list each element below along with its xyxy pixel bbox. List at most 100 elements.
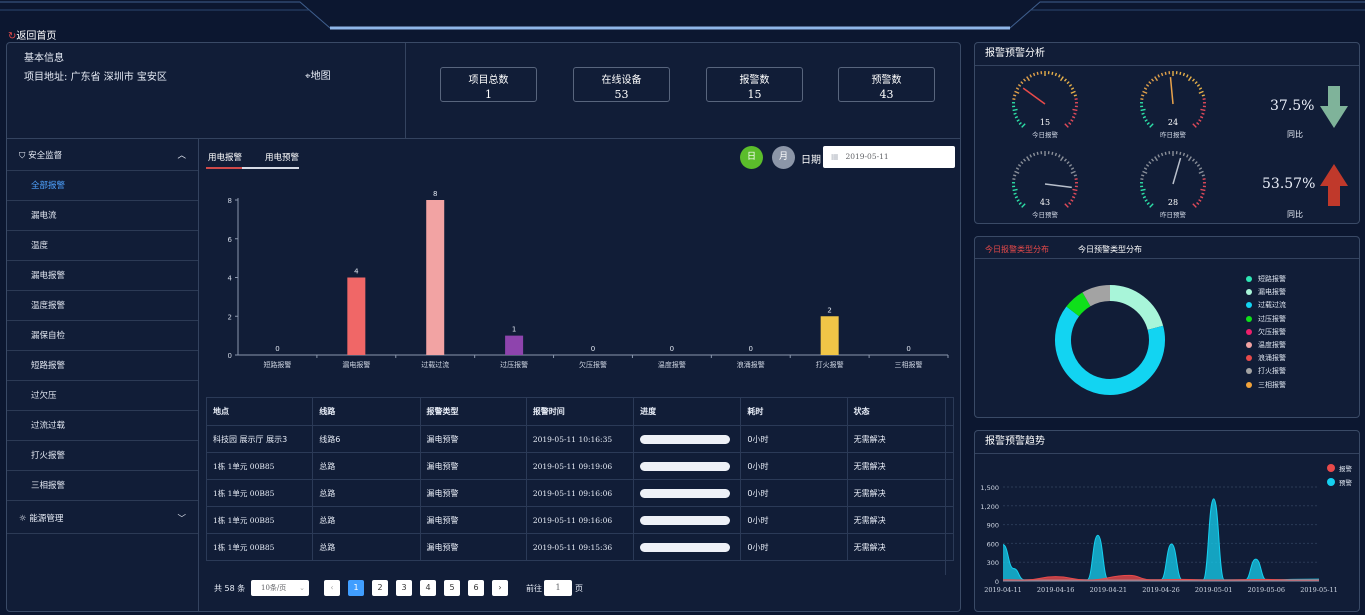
y-tick-label: 300 — [987, 559, 999, 567]
prev-page-button[interactable]: ‹ — [324, 580, 340, 596]
legend-item[interactable]: 漏电报警 — [1246, 286, 1286, 299]
gauge-tick — [1154, 76, 1159, 82]
gauge-tick — [1194, 161, 1198, 165]
legend-item[interactable]: 过压报警 — [1246, 313, 1286, 326]
legend-item[interactable]: 三相报警 — [1246, 379, 1286, 392]
back-home-link[interactable]: ↻返回首页 — [8, 31, 57, 42]
x-tick-label: 2019-05-06 — [1248, 586, 1285, 594]
sidebar-item-5[interactable]: 漏保自检 — [7, 322, 198, 351]
gauge-tick — [1198, 170, 1204, 174]
sidebar-item-3[interactable]: 漏电报警 — [7, 262, 198, 291]
chevron-up-icon: ︿ — [177, 151, 186, 161]
table-row[interactable]: 1栋 1单元 00B85 总路 漏电预警 2019-05-11 09:19:06 0小时… — [205, 452, 955, 480]
progress-bar — [640, 515, 731, 525]
month-button[interactable]: 月 — [772, 146, 795, 169]
gauge-value: 43 — [1040, 198, 1050, 207]
gauge-tick — [1017, 164, 1022, 167]
gauge-tick — [1160, 152, 1164, 157]
gauge-tick — [1066, 161, 1070, 165]
sidebar-item-7[interactable]: 过欠压 — [7, 382, 198, 411]
y-tick-label: 8 — [228, 197, 232, 205]
x-tick-label: 短路报警 — [263, 360, 291, 369]
page-button-6[interactable]: 6 — [468, 580, 484, 596]
sidebar-item-0[interactable]: 全部报警 — [7, 172, 198, 201]
legend-label: 报警 — [1339, 464, 1353, 473]
x-tick-label: 漏电报警 — [342, 360, 370, 369]
x-tick-label: 浪涌报警 — [737, 360, 765, 369]
gauge-tick — [1064, 123, 1069, 128]
dist-tab-warning[interactable]: 今日预警类型分布 — [1078, 245, 1142, 254]
stat-warning-count: 预警数 43 — [838, 67, 935, 102]
basic-info-title: 基本信息 — [24, 53, 64, 64]
progress-cell — [633, 452, 742, 480]
table-cell: 漏电预警 — [419, 506, 527, 534]
page-button-2[interactable]: 2 — [372, 580, 388, 596]
day-button[interactable]: 日 — [740, 146, 763, 169]
gauge-tick — [1182, 152, 1186, 157]
x-tick-label: 2019-04-16 — [1037, 586, 1074, 594]
page-button-3[interactable]: 3 — [396, 580, 412, 596]
legend-item[interactable]: 温度报警 — [1246, 339, 1286, 352]
gauge-tick — [1196, 164, 1201, 167]
gauge-tick — [1059, 156, 1064, 162]
y-tick-label: 1,200 — [980, 503, 999, 511]
next-page-button[interactable]: › — [492, 580, 508, 596]
page-button-4[interactable]: 4 — [420, 580, 436, 596]
progress-bar — [640, 542, 731, 552]
sidebar-section-safety[interactable]: ⛉ 安全监督 ︿ — [7, 141, 198, 171]
sidebar-item-8[interactable]: 过流过载 — [7, 412, 198, 441]
dist-tab-divider — [975, 258, 1359, 259]
goto-input[interactable]: 1 — [544, 580, 572, 596]
gauge-tick — [1032, 72, 1036, 77]
legend-item[interactable]: 打火报警 — [1246, 365, 1286, 378]
gauge-tick — [1149, 123, 1154, 128]
table-row[interactable]: 1栋 1单元 00B85 总路 漏电预警 2019-05-11 09:16:06 0小时… — [205, 506, 955, 534]
sidebar-item-1[interactable]: 漏电流 — [7, 202, 198, 231]
gauge-tick — [1021, 203, 1026, 208]
bar-value-label: 1 — [512, 326, 516, 334]
table-row[interactable]: 1栋 1单元 00B85 总路 漏电预警 2019-05-11 09:16:06 0小时… — [205, 479, 955, 507]
table-cell: 总路 — [312, 452, 421, 480]
page-button-5[interactable]: 5 — [444, 580, 460, 596]
legend-dot-icon — [1246, 368, 1252, 375]
trend-panel: 报警预警趋势 — [974, 430, 1360, 612]
analysis-panel: 报警预警分析 — [974, 42, 1360, 224]
progress-bar — [640, 461, 731, 471]
gauge-tick — [1014, 90, 1020, 94]
legend-dot-icon — [1246, 328, 1252, 335]
sidebar-item-9[interactable]: 打火报警 — [7, 442, 198, 471]
table-cell: 漏电预警 — [419, 479, 527, 507]
gauge-tick — [1149, 203, 1154, 208]
sidebar-section-energy[interactable]: ☼ 能源管理 ﹀ — [7, 504, 198, 534]
gauge-tick — [1026, 76, 1031, 82]
legend-item[interactable]: 欠压报警 — [1246, 326, 1286, 339]
dist-tab-alarm[interactable]: 今日报警类型分布 — [985, 245, 1049, 254]
sidebar-item-10[interactable]: 三相报警 — [7, 472, 198, 501]
gauge-tick — [1066, 81, 1070, 85]
legend-item[interactable]: 短路报警 — [1246, 273, 1286, 286]
tab-alarm[interactable]: 用电报警 — [208, 153, 243, 163]
tab-warning[interactable]: 用电预警 — [265, 153, 300, 163]
legend-item[interactable]: 过载过流 — [1246, 299, 1286, 312]
date-picker[interactable]: ▦ 2019-05-11 — [823, 146, 955, 168]
sidebar-item-4[interactable]: 温度报警 — [7, 292, 198, 321]
gauge-tick — [1014, 195, 1019, 199]
gauge-tick — [1013, 112, 1017, 115]
table-cell: 总路 — [312, 506, 421, 534]
sidebar-item-6[interactable]: 短路报警 — [7, 352, 198, 381]
gauge-value: 28 — [1168, 198, 1178, 207]
table-scrollbar[interactable] — [945, 397, 955, 575]
table-row[interactable]: 1栋 1单元 00B85 总路 漏电预警 2019-05-11 09:15:36 0小时… — [205, 533, 955, 561]
page-size-select[interactable]: 10条/页 ⌄ — [251, 580, 309, 596]
gauge-tick — [1013, 192, 1017, 195]
page-button-1[interactable]: 1 — [348, 580, 364, 596]
map-link[interactable]: ⌖地图 — [305, 71, 331, 82]
legend-item[interactable]: 浪涌报警 — [1246, 352, 1286, 365]
table-row[interactable]: 科技园 展示厅 展示3 线路6 漏电预警 2019-05-11 10:16:35 0小时… — [205, 425, 955, 453]
series-line-0 — [1002, 574, 1319, 581]
sidebar-item-2[interactable]: 温度 — [7, 232, 198, 261]
x-tick-label: 过压报警 — [500, 360, 528, 369]
gauge-tick — [1146, 202, 1150, 205]
gauge-tick — [1141, 94, 1145, 97]
date-value: 2019-05-11 — [845, 152, 889, 161]
